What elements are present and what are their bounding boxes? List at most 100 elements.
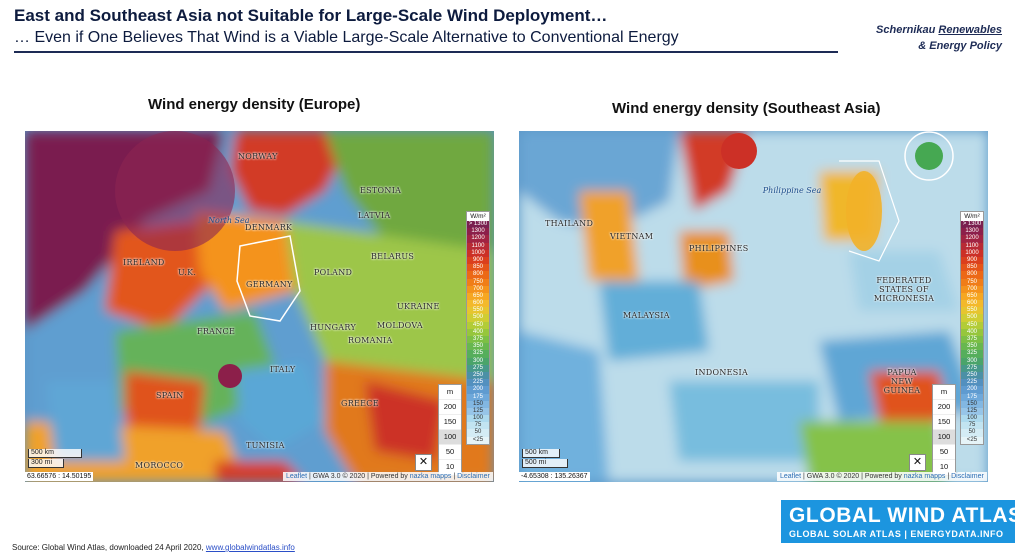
legend-band: 1200 xyxy=(961,235,983,243)
map-label: TUNISIA xyxy=(246,441,285,450)
map-label: GREECE xyxy=(341,399,379,408)
legend-band: 350 xyxy=(961,343,983,351)
height-option-selected[interactable]: 100 xyxy=(933,430,955,445)
map-label: MOLDOVA xyxy=(377,321,424,330)
legend-band: 850 xyxy=(467,264,489,272)
legend-band: 100 xyxy=(961,415,983,423)
legend-band: 125 xyxy=(467,407,489,416)
europe-coordinates: 63.66576 : 14.50195 xyxy=(25,472,94,481)
leaflet-link[interactable]: Leaflet xyxy=(286,473,308,480)
gwa-credit: GWA 3.0 © 2020 xyxy=(312,473,366,480)
legend-band: 1300 xyxy=(467,228,489,236)
legend-band: 1300 xyxy=(961,228,983,236)
map-label: ITALY xyxy=(270,365,296,374)
legend-band: 450 xyxy=(467,321,489,329)
legend-band: 750 xyxy=(467,278,489,286)
brand-prefix: Schernikau xyxy=(876,24,939,36)
close-icon[interactable]: ✕ xyxy=(909,454,926,471)
map-label: NORWAY xyxy=(238,152,278,161)
legend-band: 350 xyxy=(467,343,489,351)
legend-band: 850 xyxy=(961,264,983,272)
europe-map-canvas xyxy=(25,131,494,482)
height-option-selected[interactable]: 100 xyxy=(439,430,461,445)
title-divider xyxy=(14,51,838,53)
leaflet-link[interactable]: Leaflet xyxy=(780,473,802,480)
map-label: DENMARK xyxy=(245,223,293,232)
legend-band: 50 xyxy=(467,429,489,437)
legend-band: <25 xyxy=(961,436,983,444)
asia-coordinates: -4.65308 : 135.26367 xyxy=(519,472,590,481)
source-link[interactable]: www.globalwindatlas.info xyxy=(205,543,295,552)
legend-band: 1100 xyxy=(467,242,489,250)
legend-band: 400 xyxy=(467,328,489,336)
height-option[interactable]: 200 xyxy=(439,400,461,415)
logo-title: GLOBAL WIND ATLAS xyxy=(789,504,1023,527)
map-label: LATVIA xyxy=(358,211,391,220)
asia-wind-map[interactable]: THAILAND VIETNAM PHILIPPINES MALAYSIA IN… xyxy=(519,131,988,482)
legend-unit: W/m² xyxy=(961,212,983,221)
height-option[interactable]: 150 xyxy=(933,415,955,430)
map-label: PAPUA NEW GUINEA xyxy=(883,368,921,395)
legend-band: 375 xyxy=(961,336,983,344)
map-label: HUNGARY xyxy=(310,323,357,332)
legend-band: 300 xyxy=(961,357,983,365)
legend-band: 450 xyxy=(961,321,983,329)
slide-title: East and Southeast Asia not Suitable for… xyxy=(14,6,608,25)
disclaimer-link[interactable]: Disclaimer xyxy=(951,473,984,480)
europe-wind-map[interactable]: NORWAY ESTONIA LATVIA DENMARK IRELAND U.… xyxy=(25,131,494,482)
legend-band: 175 xyxy=(467,393,489,401)
legend-band: 375 xyxy=(467,336,489,344)
legend-band: 200 xyxy=(467,386,489,394)
legend-band: 550 xyxy=(961,307,983,315)
legend-band: 150 xyxy=(467,400,489,408)
brand-block: Schernikau Renewables & Energy Policy xyxy=(842,22,1002,54)
height-option[interactable]: 150 xyxy=(439,415,461,430)
legend-band: 100 xyxy=(467,415,489,423)
nazka-link[interactable]: nazka mapps xyxy=(409,473,452,480)
map-label: PHILIPPINES xyxy=(689,244,749,253)
legend-band: 50 xyxy=(961,429,983,437)
legend-unit: W/m² xyxy=(467,212,489,221)
legend-band: 200 xyxy=(961,386,983,394)
brand-line2: & Energy Policy xyxy=(918,40,1002,52)
map-label: MOROCCO xyxy=(135,461,184,470)
map-label: ROMANIA xyxy=(348,336,393,345)
height-option[interactable]: 50 xyxy=(439,445,461,460)
legend-band: 75 xyxy=(961,422,983,430)
powered-by: Powered by xyxy=(370,473,408,480)
nazka-link[interactable]: nazka mapps xyxy=(903,473,946,480)
gwa-credit: GWA 3.0 © 2020 xyxy=(806,473,860,480)
map-label: U.K. xyxy=(178,268,197,277)
legend-band: 650 xyxy=(467,292,489,301)
map-label: VIETNAM xyxy=(610,232,654,241)
brand-link[interactable]: Renewables xyxy=(938,24,1002,36)
map-label: POLAND xyxy=(314,268,353,277)
map-label: UKRAINE xyxy=(397,302,440,311)
powered-by: Powered by xyxy=(864,473,902,480)
height-option[interactable]: 50 xyxy=(933,445,955,460)
sea-label: North Sea xyxy=(208,216,250,225)
close-icon[interactable]: ✕ xyxy=(415,454,432,471)
legend-band: 125 xyxy=(961,407,983,416)
legend-band: 700 xyxy=(467,285,489,293)
legend-band: 325 xyxy=(467,350,489,358)
scale-km: 500 km xyxy=(522,449,560,458)
asia-height-selector[interactable]: m 200 150 100 50 10 xyxy=(932,384,956,476)
scale-km: 500 km xyxy=(28,449,82,458)
legend-band: 550 xyxy=(467,307,489,315)
map-label: THAILAND xyxy=(545,219,594,228)
legend-band: 700 xyxy=(961,285,983,293)
height-unit-label: m xyxy=(933,385,955,400)
height-unit-label: m xyxy=(439,385,461,400)
europe-panel-title: Wind energy density (Europe) xyxy=(148,96,361,113)
disclaimer-link[interactable]: Disclaimer xyxy=(457,473,490,480)
map-label: FEDERATED STATES OF MICRONESIA xyxy=(873,276,935,303)
asia-panel-title: Wind energy density (Southeast Asia) xyxy=(612,100,881,117)
legend-band: 1200 xyxy=(467,235,489,243)
height-option[interactable]: 200 xyxy=(933,400,955,415)
slide-subtitle: … Even if One Believes That Wind is a Vi… xyxy=(14,29,679,46)
legend-band: 1000 xyxy=(961,249,983,257)
map-label: SPAIN xyxy=(156,391,184,400)
legend-band: 800 xyxy=(961,271,983,279)
europe-height-selector[interactable]: m 200 150 100 50 10 xyxy=(438,384,462,476)
